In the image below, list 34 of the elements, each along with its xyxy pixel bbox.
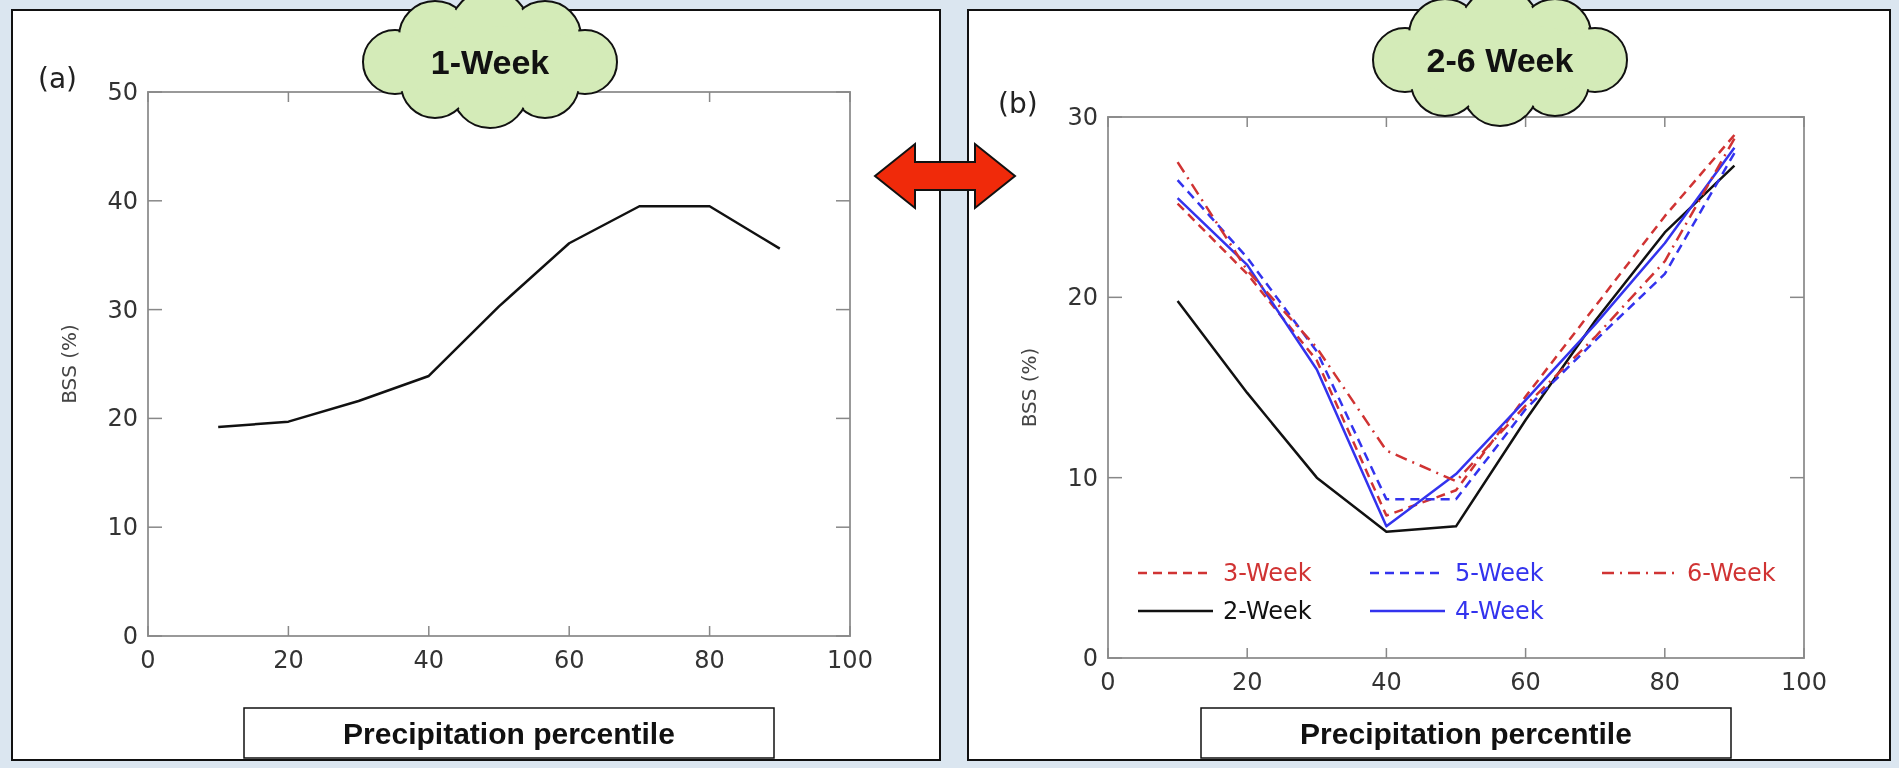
legend-label: 2-Week (1223, 597, 1312, 625)
legend-label: 4-Week (1455, 597, 1544, 625)
x-tick-label: 0 (1100, 668, 1116, 696)
x-tick-label: 20 (273, 646, 304, 674)
x-tick-label: 40 (413, 646, 445, 674)
y-axis-title: BSS (%) (1017, 347, 1041, 428)
x-tick-label: 0 (140, 646, 156, 674)
y-tick-label: 10 (1067, 463, 1098, 492)
x-tick-label: 20 (1231, 668, 1263, 696)
legend-label: 6-Week (1687, 559, 1776, 587)
legend-label: 5-Week (1455, 559, 1544, 587)
x-tick-label: 40 (1371, 668, 1402, 696)
x-tick-label: 60 (1510, 668, 1541, 696)
x-tick-label: 80 (694, 646, 725, 674)
x-axis-title: Precipitation percentile (1300, 717, 1632, 750)
y-tick-label: 10 (107, 513, 138, 542)
chart-title: 1-Week (430, 43, 550, 81)
y-tick-label: 20 (107, 404, 138, 433)
chart-title: 2-6 Week (1426, 41, 1574, 79)
y-tick-label: 30 (1067, 103, 1098, 131)
y-tick-label: 40 (107, 186, 138, 215)
x-tick-label: 100 (1781, 668, 1827, 696)
y-tick-label: 0 (122, 622, 138, 650)
text: (b) (998, 87, 1038, 120)
legend-label: 3-Week (1223, 559, 1312, 587)
x-tick-label: 80 (1649, 668, 1681, 696)
y-tick-label: 30 (107, 295, 138, 324)
text: (a) (38, 62, 78, 95)
x-tick-label: 60 (553, 646, 585, 674)
x-tick-label: 100 (827, 646, 873, 674)
y-axis-title: BSS (%) (57, 324, 81, 404)
y-tick-label: 20 (1067, 283, 1098, 312)
x-axis-title: Precipitation percentile (343, 717, 675, 750)
y-tick-label: 50 (107, 78, 138, 106)
